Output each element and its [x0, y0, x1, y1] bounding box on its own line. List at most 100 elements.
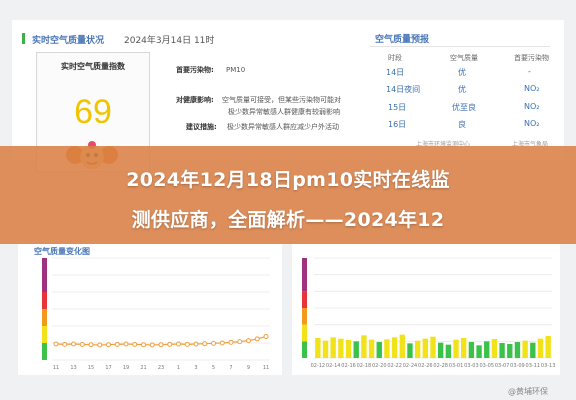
- data-point: [62, 341, 68, 347]
- x-tick-label: 02-16: [341, 363, 356, 369]
- forecast-title: 空气质量预报: [375, 35, 430, 45]
- x-tick-label: 03-09: [510, 363, 525, 369]
- data-point: [79, 341, 85, 347]
- pollutant-value: PM10: [226, 66, 246, 74]
- bar: [461, 338, 467, 358]
- data-point: [53, 341, 59, 347]
- pollutant-label: 首要污染物:: [176, 66, 214, 74]
- bar: [468, 342, 475, 358]
- x-tick-label: 02-28: [433, 363, 448, 369]
- aqi-band: [42, 309, 47, 326]
- bar: [437, 342, 444, 358]
- chart-left-title: 空气质量变化图: [34, 247, 90, 256]
- aqi-band: [42, 258, 47, 292]
- health-row-2: 极少数异常敏感人群健康有较弱影响: [228, 106, 340, 118]
- x-tick-label: 19: [123, 365, 129, 371]
- x-tick-label: 02-18: [357, 363, 372, 369]
- forecast-note-right: 上海市气象局: [512, 141, 549, 148]
- health-text-1: 空气质量可接受，但某些污染物可能对: [222, 96, 342, 104]
- forecast-divider: [370, 46, 550, 47]
- bar: [315, 338, 321, 358]
- data-point: [149, 342, 155, 348]
- health-text-2: 极少数异常敏感人群健康有较弱影响: [228, 108, 340, 116]
- x-tick-label: 15: [88, 365, 94, 371]
- x-tick-label: 9: [247, 365, 250, 371]
- aqi-band: [302, 308, 307, 325]
- x-tick-label: 11: [53, 365, 59, 371]
- x-tick-label: 3: [194, 365, 197, 371]
- data-point: [141, 342, 146, 348]
- bar: [322, 340, 329, 358]
- data-point: [123, 341, 129, 347]
- aqi-band: [42, 343, 47, 360]
- data-point: [167, 341, 173, 347]
- forecast-header-time: 时段: [388, 54, 402, 62]
- bar: [422, 338, 429, 358]
- bar: [453, 339, 459, 358]
- line-chart: 11 13 15 17 19 21 23 1 3 5 7 9 11: [42, 257, 270, 371]
- bar: [399, 334, 405, 358]
- data-point: [97, 342, 103, 348]
- aqi-band: [42, 292, 47, 309]
- x-tick-label: 21: [140, 365, 146, 371]
- bar: [522, 340, 528, 358]
- data-point: [228, 339, 234, 345]
- x-tick-label: 02-22: [387, 363, 402, 369]
- data-point: [132, 341, 138, 347]
- pollutant-row: 首要污染物: PM10: [176, 64, 245, 76]
- headline-line-2: 测供应商，全面解析——2024年12: [131, 209, 445, 231]
- bar: [345, 340, 352, 358]
- data-point: [254, 336, 260, 342]
- chart-left-panel: [18, 240, 282, 375]
- forecast-pollutant: -: [528, 67, 531, 76]
- x-tick-label: 02-12: [311, 363, 326, 369]
- data-point: [88, 342, 94, 348]
- data-point: [246, 338, 251, 344]
- forecast-time: 16日: [388, 120, 407, 129]
- bar: [499, 343, 505, 358]
- x-tick-label: 02-24: [403, 363, 418, 369]
- bar: [445, 344, 452, 358]
- data-point: [219, 340, 225, 346]
- x-tick-label: 1: [177, 365, 180, 371]
- data-point: [106, 342, 111, 348]
- data-point: [71, 341, 76, 347]
- datetime-label: 2024年3月14日 11时: [124, 36, 215, 46]
- x-tick-label: 03-05: [479, 363, 494, 369]
- bar: [545, 336, 551, 358]
- aqi-band: [302, 258, 307, 292]
- forecast-header-quality: 空气质量: [450, 54, 478, 62]
- forecast-note-left: 上海市环境监测中心: [416, 141, 471, 148]
- section-title: 实时空气质量状况: [32, 36, 105, 46]
- forecast-quality: 良: [458, 120, 466, 129]
- data-point: [202, 341, 208, 347]
- aqi-band: [302, 291, 307, 308]
- bar: [391, 337, 398, 358]
- forecast-quality: 优: [458, 85, 466, 94]
- aqi-label: 实时空气质量指数: [61, 62, 125, 71]
- data-point: [176, 341, 181, 347]
- forecast-pollutant: NO₂: [524, 102, 540, 111]
- forecast-time: 14日: [386, 68, 405, 77]
- x-tick-label: 03-07: [495, 363, 510, 369]
- aqi-band: [302, 341, 307, 358]
- bar: [414, 340, 421, 358]
- bar: [361, 335, 367, 358]
- x-tick-label: 13: [70, 365, 76, 371]
- bar: [484, 341, 490, 358]
- forecast-pollutant: NO₂: [524, 119, 540, 128]
- bar: [384, 339, 390, 358]
- data-point: [114, 341, 120, 347]
- x-tick-label: 02-20: [372, 363, 387, 369]
- data-point: [263, 334, 269, 340]
- x-tick-label: 02-26: [418, 363, 433, 369]
- x-tick-label: 5: [212, 365, 215, 371]
- x-tick-label: 7: [229, 365, 232, 371]
- watermark: @黄埔环保: [508, 387, 548, 396]
- bar: [338, 338, 344, 358]
- x-tick-label: 03-13: [541, 363, 556, 369]
- bar: [476, 345, 482, 358]
- bar: [368, 339, 375, 358]
- bar-chart: 02-12 02-14 02-16 02-18 02-20 02-22 02-24 02-26…: [302, 257, 556, 369]
- aqi-value: 69: [74, 93, 112, 131]
